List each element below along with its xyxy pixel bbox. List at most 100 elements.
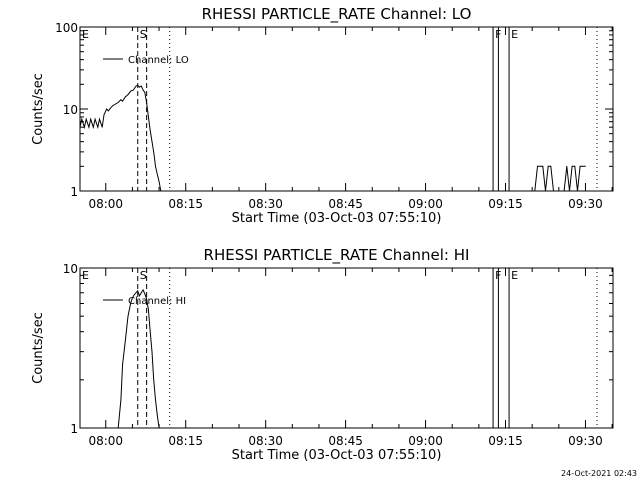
plot1-data-point: [553, 190, 554, 192]
plot1-data-point: [101, 126, 103, 128]
plot1-x-tick-label: 08:30: [248, 197, 283, 211]
plot1-data-point: [151, 141, 153, 143]
plot1-data-point: [156, 173, 158, 175]
plot1-data-point: [566, 165, 568, 167]
plot2-y-tick-label: 1: [70, 422, 78, 436]
plot1-x-tick-label: 09:00: [408, 197, 443, 211]
plot1-data-point: [534, 190, 536, 192]
plot1-x-tick-label: 08:45: [328, 197, 363, 211]
plot1-data-point: [110, 106, 112, 108]
plot1-data-point: [550, 165, 552, 167]
plot1-data-point: [117, 102, 119, 103]
plot2-data-point: [132, 297, 133, 299]
plot1-marker-label: E: [511, 28, 518, 41]
plot1-data-point: [79, 126, 81, 128]
plot2-data-point: [122, 363, 124, 365]
plot1-y-tick-label: 1: [70, 185, 78, 199]
plot2-data-point: [135, 292, 137, 294]
plot2-data-point: [140, 292, 142, 294]
plot2-data-point: [146, 298, 148, 300]
plot1-data-point: [155, 165, 156, 167]
plot1-data-point: [542, 165, 544, 167]
plot1-data-point: [108, 110, 109, 112]
plot1-data-point: [153, 151, 155, 153]
plot2-data-point: [139, 295, 140, 297]
plot2-y-axis-label: Counts/sec: [31, 312, 46, 384]
plot2-series-line: [117, 288, 160, 429]
plot1-data-point: [577, 190, 578, 192]
plot2-data-point: [124, 340, 126, 342]
plot2-x-tick-label: 09:00: [408, 434, 443, 448]
plot1-data-point: [158, 181, 160, 183]
plot1-data-point: [539, 165, 541, 167]
plot1-data-point: [88, 126, 90, 128]
plot2-data-point: [120, 399, 122, 401]
plot1-data-point: [579, 165, 581, 167]
footer-timestamp: 24-Oct-2021 02:43: [561, 469, 637, 478]
plot2-data-point: [156, 414, 158, 416]
plot2-data-point: [133, 294, 135, 296]
plot1-x-axis-label: Start Time (03-Oct-03 07:55:10): [232, 211, 442, 226]
plot1-series-line: [79, 84, 163, 192]
plot1-data-point: [122, 100, 124, 102]
plot2-marker-label: E: [511, 269, 518, 282]
plot1-x-tick-label: 09:30: [568, 197, 603, 211]
plot1-data-point: [561, 190, 562, 192]
plot1-data-point: [99, 118, 100, 120]
plot2-data-point: [153, 379, 155, 381]
plot1-data-point: [545, 190, 546, 192]
plot1-data-point: [84, 126, 85, 128]
plot1-data-point: [582, 165, 584, 167]
plot1-data-point: [106, 108, 108, 110]
plot1-data-point: [585, 165, 586, 167]
plot1-data-point: [97, 126, 99, 128]
plot1-legend-label: Channel: LO: [128, 55, 189, 66]
plot2-x-axis-label: Start Time (03-Oct-03 07:55:10): [232, 448, 442, 463]
plot1-data-point: [127, 94, 129, 95]
plot1-data-point: [137, 84, 139, 86]
plot1-data-point: [162, 190, 164, 192]
plot2-legend-label: Channel: HI: [128, 296, 186, 307]
plot1-data-point: [160, 190, 162, 192]
plot2-x-tick-label: 09:15: [488, 434, 523, 448]
plot1-data-point: [148, 116, 149, 118]
plot1-data-point: [92, 126, 94, 128]
plot1-data-point: [149, 129, 151, 131]
plot2-data-point: [117, 427, 119, 429]
plot1-data-point: [103, 114, 105, 116]
plot1-data-point: [135, 85, 137, 87]
plot1-data-point: [547, 165, 549, 167]
plot1-data-point: [112, 105, 114, 107]
plot1-data-point: [115, 103, 116, 105]
plot1-data-point: [146, 102, 148, 103]
plot2-marker-label: S: [140, 269, 147, 282]
plot1-x-tick-label: 08:15: [168, 197, 203, 211]
plot2-data-point: [130, 303, 132, 304]
plot2-frame: [79, 267, 614, 429]
plot2-data-point: [137, 290, 139, 292]
plot1-y-axis-label: Counts/sec: [31, 73, 46, 145]
plot2-title: RHESSI PARTICLE_RATE Channel: HI: [204, 246, 470, 265]
plot2-data-point: [158, 427, 160, 429]
plot2-y-tick-label: 10: [63, 262, 78, 276]
plot1-data-point: [144, 91, 146, 93]
plot2-x-tick-label: 08:00: [88, 434, 123, 448]
plot1-x-tick-label: 09:15: [488, 197, 523, 211]
plot1-data-point: [85, 118, 87, 120]
plot1-data-point: [142, 89, 144, 91]
plot2-data-point: [144, 293, 146, 295]
plot1-data-point: [130, 90, 132, 92]
plot2-data-point: [149, 331, 151, 333]
plot2-data-point: [148, 309, 149, 310]
plot2-x-tick-label: 08:15: [168, 434, 203, 448]
plot1-data-point: [569, 190, 570, 192]
plot1-frame: [79, 26, 614, 192]
plot1-data-point: [132, 89, 134, 91]
plot1-data-point: [537, 165, 538, 167]
plot1-data-point: [571, 165, 573, 167]
plot1-data-point: [563, 190, 565, 192]
plot2-x-tick-label: 09:30: [568, 434, 603, 448]
plot1-x-tick-label: 08:00: [88, 197, 123, 211]
plot1-data-point: [120, 99, 122, 101]
plot1-data-point: [555, 190, 557, 192]
